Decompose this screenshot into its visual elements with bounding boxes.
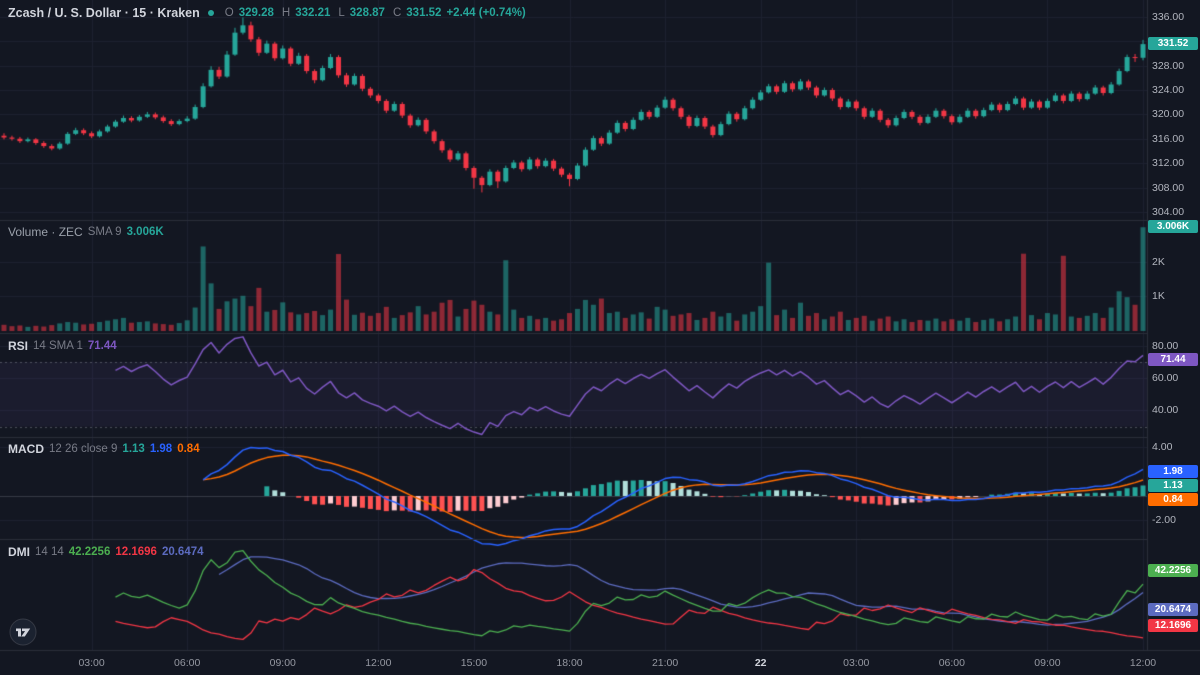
ohlc-close-value: 331.52 xyxy=(406,7,442,19)
macd-legend: MACD 12 26 close 9 1.13 1.98 0.84 xyxy=(8,442,200,456)
tradingview-logo-icon xyxy=(9,618,37,646)
macd-title[interactable]: MACD xyxy=(8,442,44,456)
price-scale[interactable] xyxy=(1147,0,1200,650)
macd-params: 12 26 close 9 xyxy=(49,443,118,455)
tradingview-logo[interactable] xyxy=(9,618,37,651)
ohlc-low-label: L xyxy=(338,7,345,19)
symbol-header: Zcash / U. S. Dollar · 15 · Kraken O 329… xyxy=(8,6,526,20)
dmi-adx-value: 20.6474 xyxy=(161,546,204,558)
volume-legend: Volume · ZEC SMA 9 3.006K xyxy=(8,225,164,239)
volume-value: 3.006K xyxy=(126,226,164,238)
rsi-title[interactable]: RSI xyxy=(8,339,29,353)
volume-params: SMA 9 xyxy=(87,226,122,238)
symbol-title[interactable]: Zcash / U. S. Dollar · 15 · Kraken xyxy=(8,6,200,20)
rsi-legend: RSI 14 SMA 1 71.44 xyxy=(8,339,117,353)
ohlc-open-value: 329.28 xyxy=(238,7,274,19)
volume-title[interactable]: Volume · ZEC xyxy=(8,225,83,239)
macd-hist-value: 1.13 xyxy=(122,443,145,455)
dmi-title[interactable]: DMI xyxy=(8,545,30,559)
rsi-params: 14 SMA 1 xyxy=(33,340,83,352)
ohlc-change-value: +2.44 (+0.74%) xyxy=(446,7,526,19)
dmi-minus-di-value: 12.1696 xyxy=(115,546,157,558)
ohlc-high-label: H xyxy=(281,7,291,19)
market-status-icon xyxy=(207,10,214,16)
ohlc-close-label: C xyxy=(392,7,402,19)
macd-line-value: 1.98 xyxy=(149,443,173,455)
ohlc-open-label: O xyxy=(224,7,234,19)
ohlc-low-value: 328.87 xyxy=(349,7,385,19)
ohlc-high-value: 332.21 xyxy=(295,7,331,19)
macd-signal-value: 0.84 xyxy=(177,443,200,455)
dmi-params: 14 14 xyxy=(35,546,64,558)
dmi-plus-di-value: 42.2256 xyxy=(68,546,111,558)
rsi-value: 71.44 xyxy=(87,340,117,352)
dmi-legend: DMI 14 14 42.2256 12.1696 20.6474 xyxy=(8,545,204,559)
time-axis[interactable] xyxy=(0,650,1200,675)
